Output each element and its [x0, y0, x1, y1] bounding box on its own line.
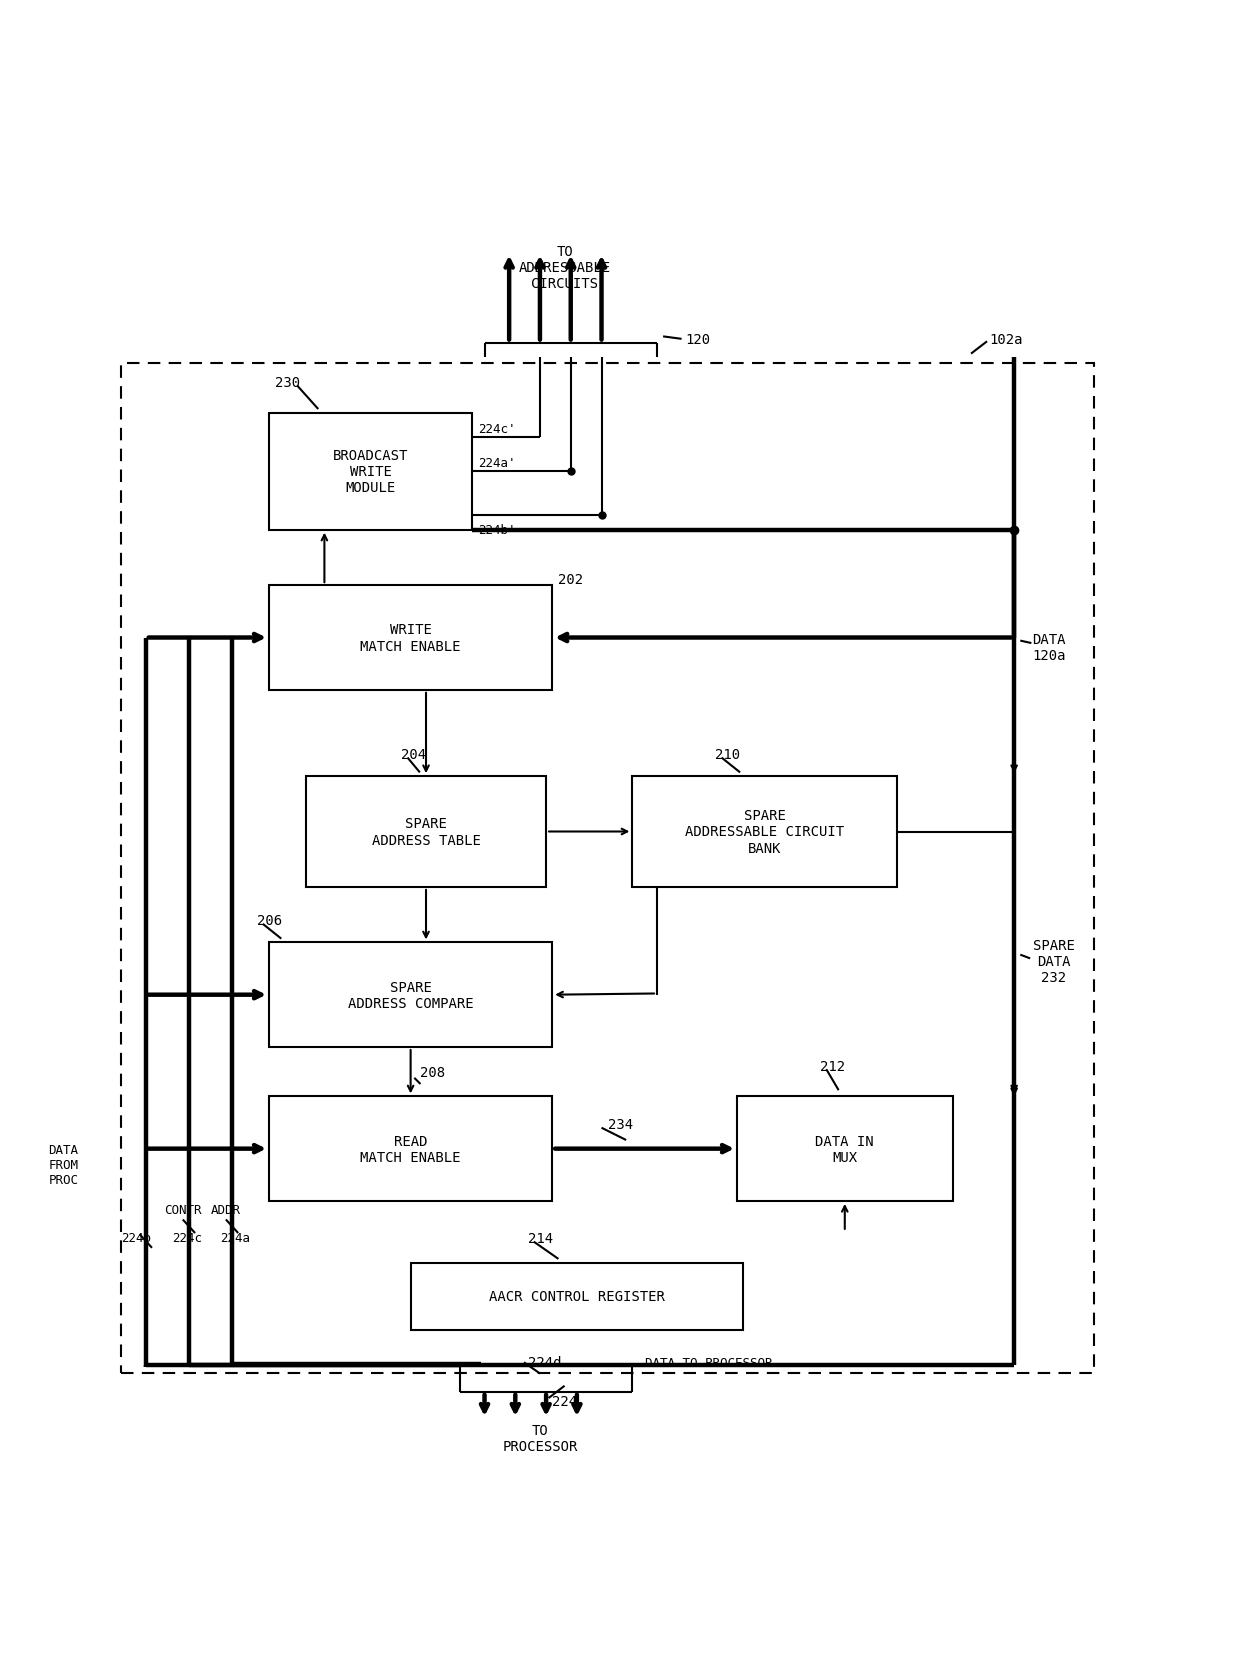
FancyBboxPatch shape [269, 586, 552, 691]
FancyBboxPatch shape [632, 777, 897, 887]
Text: READ
MATCH ENABLE: READ MATCH ENABLE [361, 1133, 461, 1165]
Text: 208: 208 [420, 1065, 445, 1078]
Text: 214: 214 [528, 1231, 553, 1245]
Text: BROADCAST
WRITE
MODULE: BROADCAST WRITE MODULE [332, 449, 408, 496]
Text: SPARE
DATA
232: SPARE DATA 232 [1033, 938, 1075, 985]
Text: TO
PROCESSOR: TO PROCESSOR [502, 1423, 578, 1453]
Text: 206: 206 [257, 914, 281, 927]
Text: ADDR: ADDR [211, 1203, 241, 1216]
Text: SPARE
ADDRESSABLE CIRCUIT
BANK: SPARE ADDRESSABLE CIRCUIT BANK [686, 809, 844, 855]
Text: 210: 210 [715, 747, 740, 762]
Text: 224b: 224b [122, 1231, 151, 1245]
FancyBboxPatch shape [410, 1263, 743, 1331]
Text: 234: 234 [608, 1117, 632, 1132]
Text: 224b': 224b' [479, 524, 516, 537]
FancyBboxPatch shape [737, 1097, 952, 1201]
Text: 120: 120 [686, 333, 711, 346]
Text: CONTR: CONTR [164, 1203, 202, 1216]
Text: 224a: 224a [219, 1231, 249, 1245]
Text: 224c': 224c' [479, 423, 516, 436]
Text: DATA IN
MUX: DATA IN MUX [816, 1133, 874, 1165]
Text: TO
ADDRESSABLE
CIRCUITS: TO ADDRESSABLE CIRCUITS [518, 245, 610, 291]
Text: 204: 204 [402, 747, 427, 762]
Text: AACR CONTROL REGISTER: AACR CONTROL REGISTER [489, 1290, 665, 1303]
Text: DATA
FROM
PROC: DATA FROM PROC [48, 1143, 78, 1186]
Text: DATA
120a: DATA 120a [1033, 632, 1066, 662]
Text: 102a: 102a [990, 333, 1023, 346]
Text: 230: 230 [275, 376, 300, 389]
FancyBboxPatch shape [269, 943, 552, 1047]
Text: SPARE
ADDRESS COMPARE: SPARE ADDRESS COMPARE [347, 980, 474, 1010]
FancyBboxPatch shape [269, 1097, 552, 1201]
Text: 224c: 224c [171, 1231, 202, 1245]
Text: 224: 224 [552, 1394, 578, 1408]
Text: 224a': 224a' [479, 458, 516, 469]
Text: DATA TO PROCESSOR: DATA TO PROCESSOR [645, 1356, 773, 1369]
Text: SPARE
ADDRESS TABLE: SPARE ADDRESS TABLE [372, 817, 480, 847]
Text: 202: 202 [558, 572, 584, 587]
Text: 212: 212 [820, 1058, 846, 1073]
FancyBboxPatch shape [269, 413, 472, 531]
Text: 224d: 224d [528, 1356, 562, 1369]
Text: WRITE
MATCH ENABLE: WRITE MATCH ENABLE [361, 622, 461, 654]
FancyBboxPatch shape [306, 777, 546, 887]
